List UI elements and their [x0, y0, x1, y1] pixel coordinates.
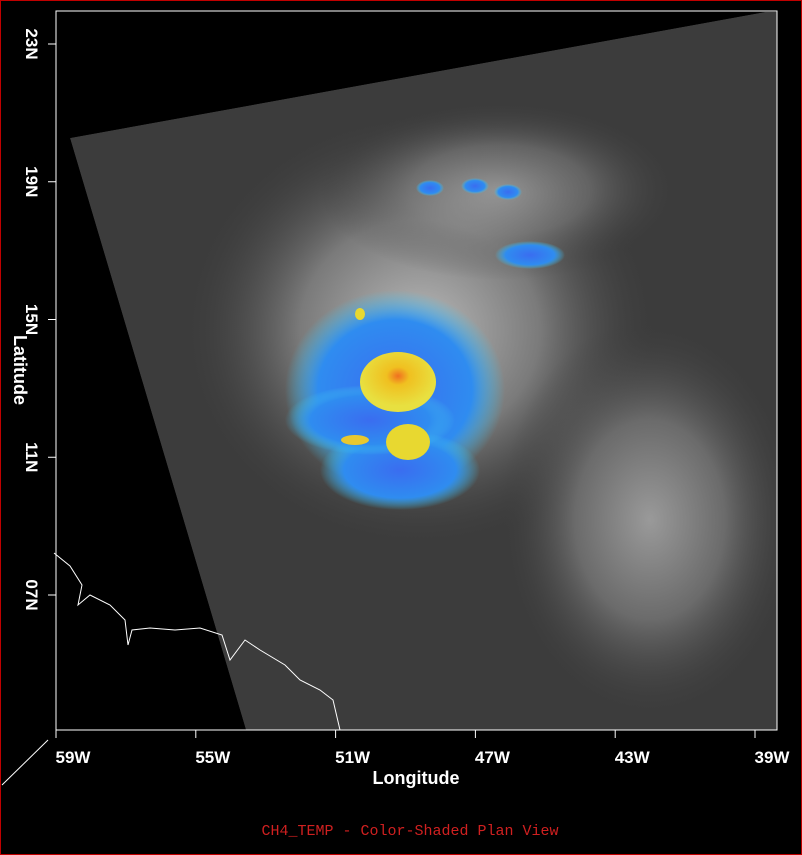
- y-tick-label: 19N: [22, 166, 41, 197]
- x-axis-label: Longitude: [373, 768, 460, 788]
- plot-frame: [55, 10, 778, 731]
- y-tick-label: 23N: [22, 28, 41, 59]
- satellite-image: [70, 12, 777, 730]
- y-axis-label: Latitude: [10, 335, 30, 405]
- y-tick-label: 07N: [22, 579, 41, 610]
- y-tick-label: 15N: [22, 304, 41, 335]
- coastline: [1, 739, 49, 786]
- x-tick-label: 55W: [195, 748, 231, 767]
- y-tick-label: 11N: [22, 442, 41, 472]
- coastline: [53, 552, 341, 731]
- x-tick-label: 39W: [755, 748, 791, 767]
- x-tick-label: 59W: [56, 748, 92, 767]
- caption: CH4_TEMP - Color-Shaded Plan View: [261, 823, 558, 840]
- x-tick-label: 43W: [615, 748, 651, 767]
- x-tick-label: 51W: [335, 748, 371, 767]
- x-tick-label: 47W: [475, 748, 511, 767]
- axis-ticks: 59W 55W 51W 47W 43W 39W 23N 19N 15N 11N 07N: [22, 28, 790, 767]
